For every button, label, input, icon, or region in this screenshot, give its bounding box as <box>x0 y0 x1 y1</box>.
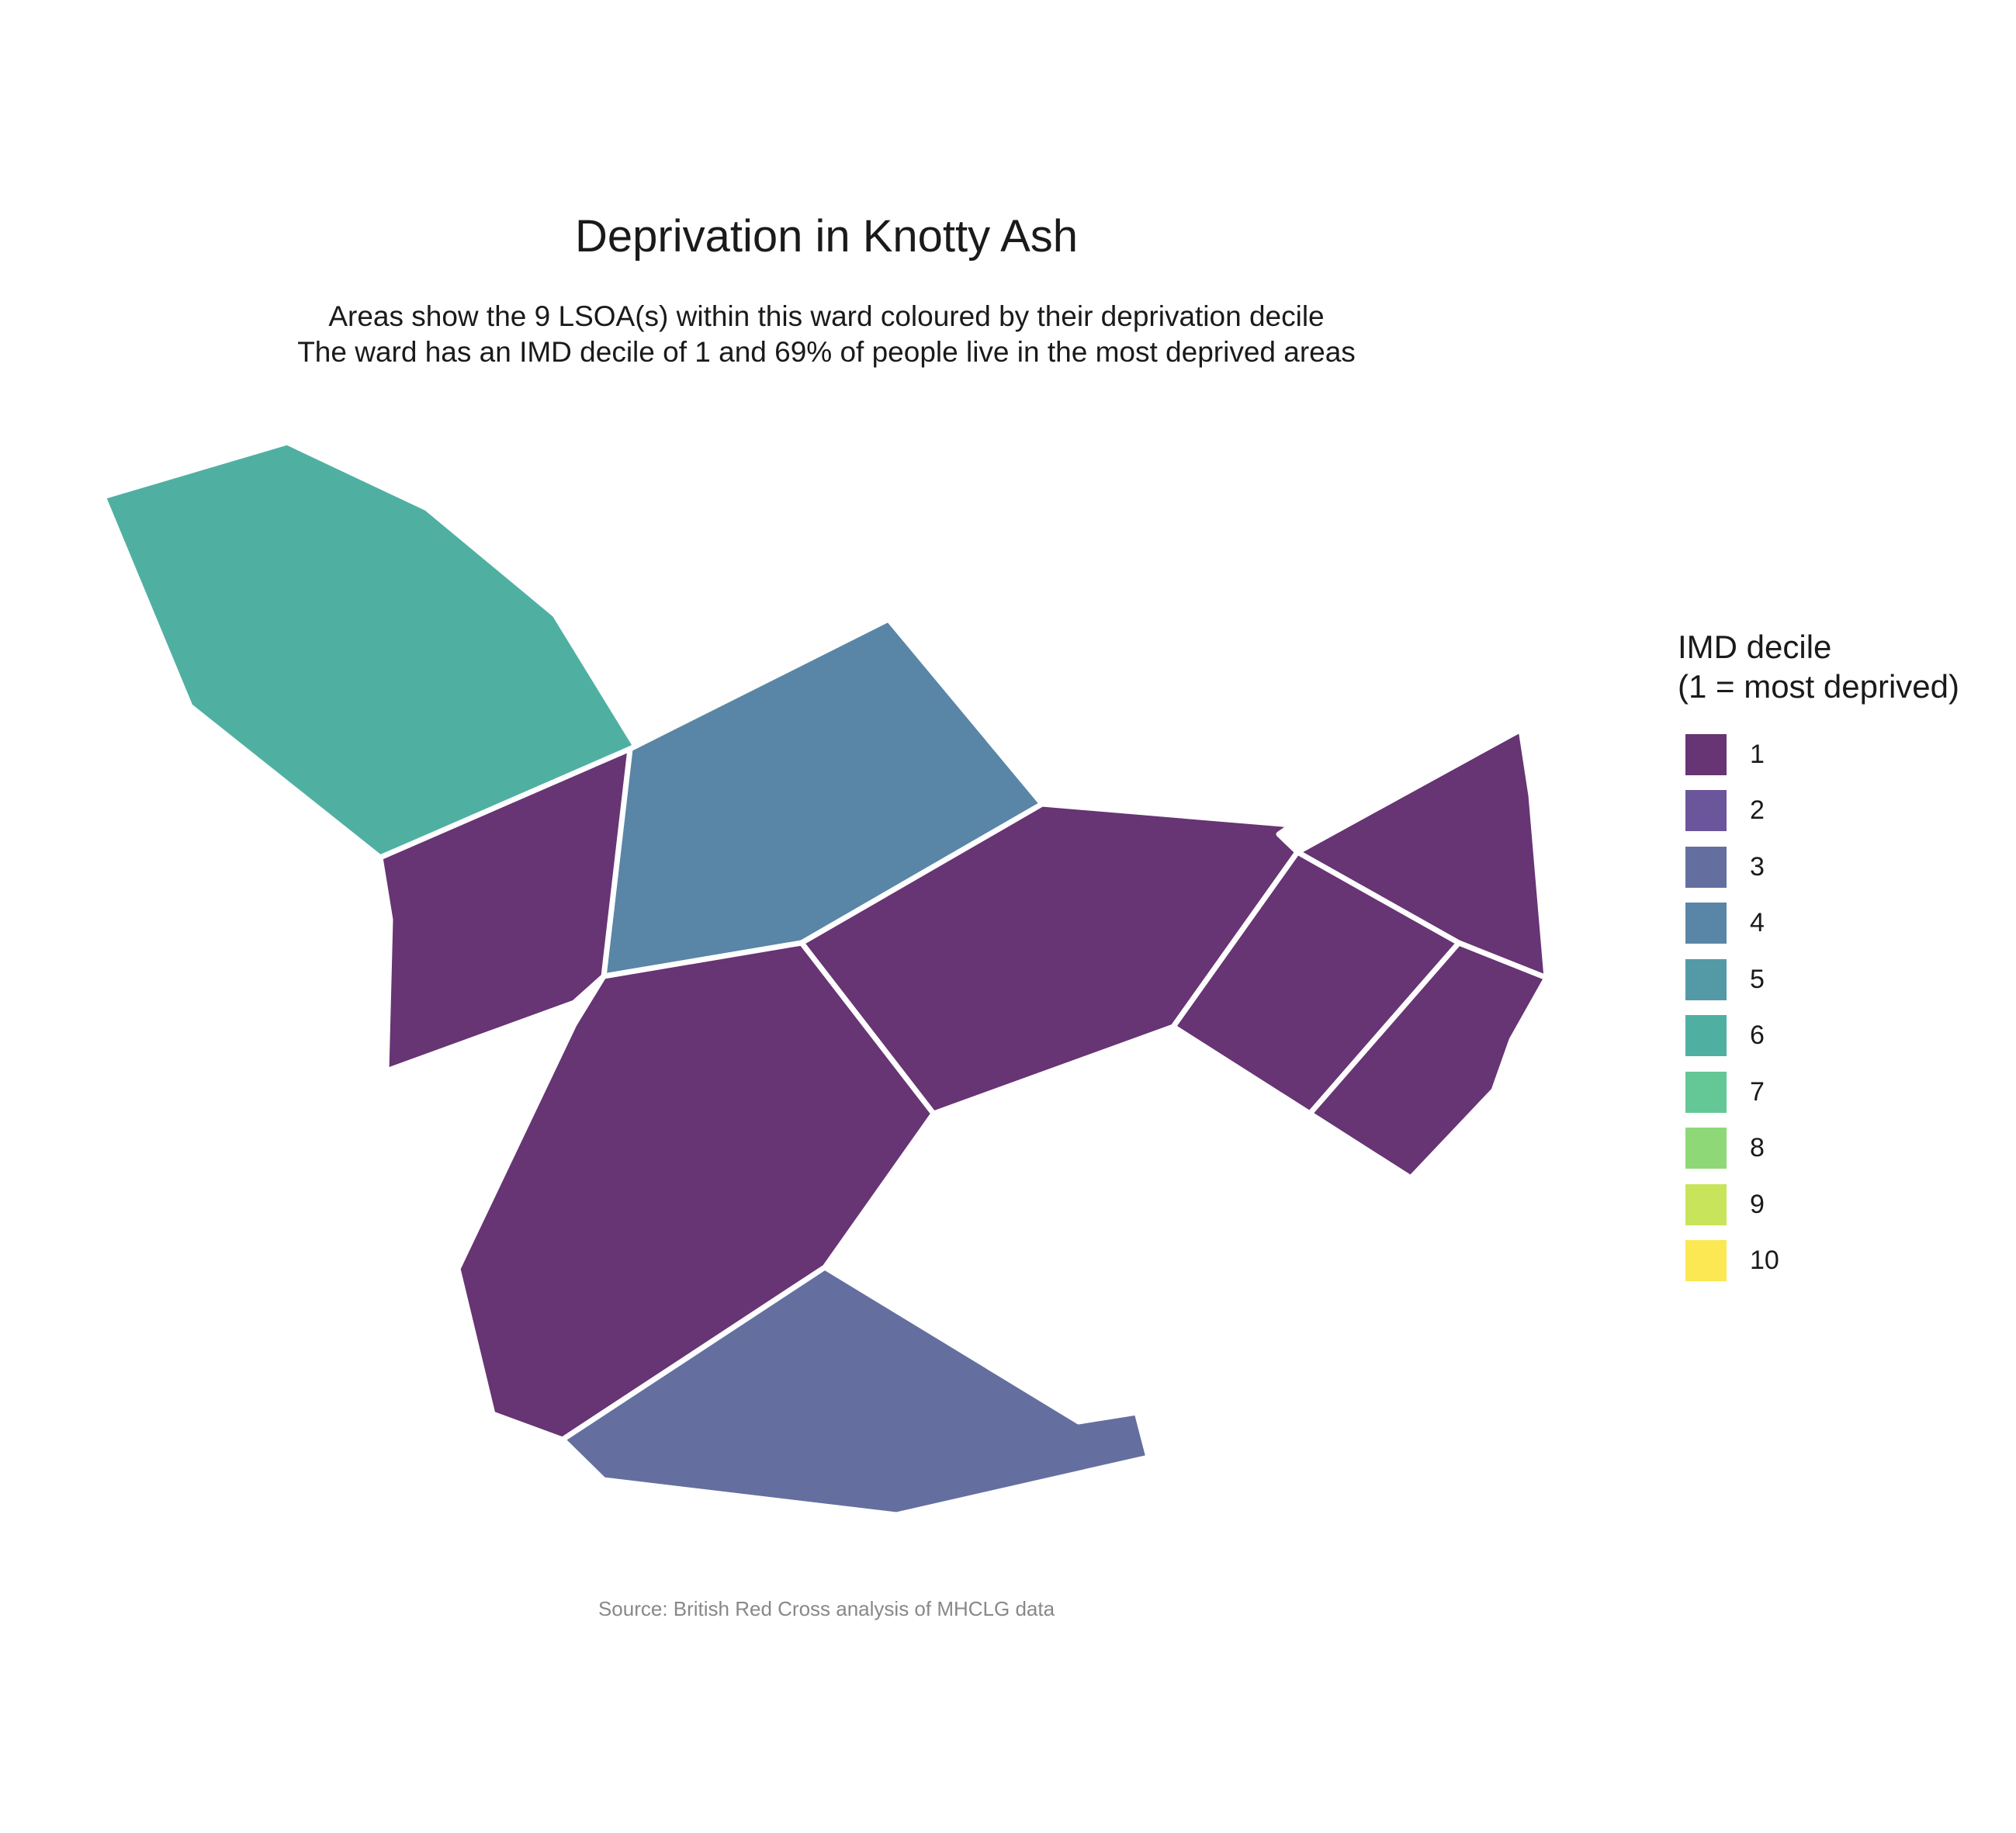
lsoa-area-7 <box>1307 940 1550 1181</box>
legend-swatch <box>1685 846 1727 888</box>
lsoa-area-4 <box>798 801 1301 1117</box>
legend-swatch <box>1685 1128 1727 1169</box>
map-subtitle-line-1: Areas show the 9 LSOA(s) within this war… <box>328 300 1325 332</box>
legend-item-6: 6 <box>1678 1008 2004 1065</box>
legend-swatch <box>1685 903 1727 944</box>
legend-label: 10 <box>1750 1246 1779 1276</box>
legend-label: 1 <box>1750 739 1765 769</box>
legend-swatch <box>1685 1015 1727 1057</box>
legend-label: 3 <box>1750 851 1765 882</box>
legend-item-7: 7 <box>1678 1064 2004 1121</box>
lsoa-area-1 <box>100 439 639 861</box>
lsoa-area-9 <box>559 1264 1152 1518</box>
legend-item-1: 1 <box>1678 726 2004 783</box>
legend-label: 7 <box>1750 1076 1765 1107</box>
legend-swatch <box>1685 1183 1727 1225</box>
legend-swatch <box>1685 958 1727 1000</box>
legend-swatch <box>1685 790 1727 832</box>
map-subtitle-line-2: The ward has an IMD decile of 1 and 69% … <box>297 336 1356 368</box>
legend-item-9: 9 <box>1678 1176 2004 1233</box>
legend-label: 8 <box>1750 1133 1765 1163</box>
legend-items: 1 2 3 4 5 6 7 8 9 10 <box>1678 726 2004 1289</box>
legend-item-10: 10 <box>1678 1233 2004 1290</box>
lsoa-area-3 <box>377 746 633 1074</box>
legend-swatch <box>1685 1071 1727 1113</box>
legend-swatch <box>1685 1240 1727 1282</box>
legend-label: 6 <box>1750 1020 1765 1051</box>
source-caption: Source: British Red Cross analysis of MH… <box>598 1597 1055 1620</box>
legend-item-3: 3 <box>1678 839 2004 896</box>
legend-title-line-2: (1 = most deprived) <box>1678 668 1959 705</box>
legend: IMD decile (1 = most deprived) 1 2 3 4 5 6 7 8 9… <box>1678 627 2004 1289</box>
legend-item-2: 2 <box>1678 783 2004 840</box>
legend-item-5: 5 <box>1678 951 2004 1008</box>
legend-item-4: 4 <box>1678 896 2004 952</box>
legend-label: 9 <box>1750 1189 1765 1219</box>
map-title: Deprivation in Knotty Ash <box>574 211 1079 262</box>
legend-label: 5 <box>1750 964 1765 994</box>
legend-swatch <box>1685 733 1727 775</box>
legend-label: 2 <box>1750 795 1765 826</box>
legend-item-8: 8 <box>1678 1121 2004 1177</box>
legend-title: IMD decile (1 = most deprived) <box>1678 627 2004 706</box>
legend-label: 4 <box>1750 908 1765 938</box>
legend-title-line-1: IMD decile <box>1678 629 1832 665</box>
